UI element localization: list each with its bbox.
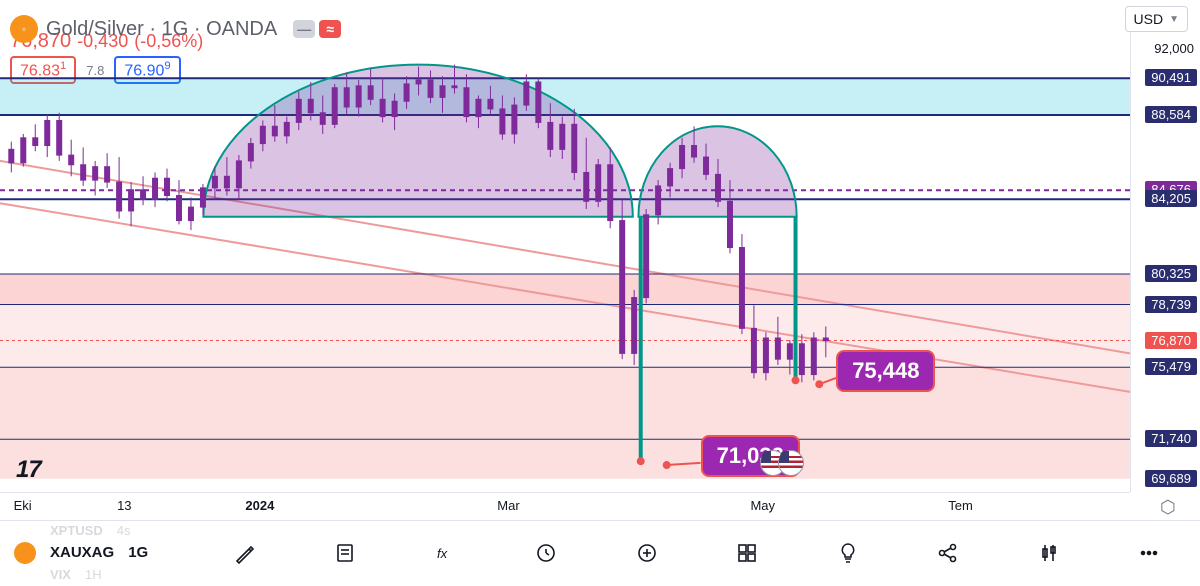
indicator-pills: — ≈ <box>293 20 341 38</box>
pill-hide-icon[interactable]: — <box>293 20 315 38</box>
fx-button[interactable]: fx <box>429 536 463 570</box>
chart-type-button[interactable] <box>1032 536 1066 570</box>
time-axis-label: Mar <box>497 498 519 513</box>
time-axis[interactable]: ⬡ Eki132024MarMayTem <box>0 492 1130 520</box>
price-axis-label: 84,205 <box>1145 190 1197 207</box>
price-axis-label: 71,740 <box>1145 430 1197 447</box>
more-button[interactable] <box>1132 536 1166 570</box>
watchlist-prev[interactable]: XPTUSD 4s <box>14 520 204 542</box>
price-axis-label: 88,584 <box>1145 106 1197 123</box>
currency-select[interactable]: USD ▼ <box>1125 6 1188 32</box>
watchlist-active-icon <box>14 542 36 564</box>
chevron-down-icon: ▼ <box>1169 14 1179 25</box>
time-axis-label: 13 <box>117 498 131 513</box>
price-axis-label: 78,739 <box>1145 296 1197 313</box>
watchlist[interactable]: XPTUSD 4s XAUXAG 1G VIX 1H <box>14 520 204 586</box>
price-axis-label: 80,325 <box>1145 265 1197 282</box>
price-callout[interactable]: 75,448 <box>836 350 935 392</box>
toolbar: fx <box>208 536 1186 570</box>
svg-text:fx: fx <box>437 546 448 561</box>
axis-settings-icon[interactable]: ⬡ <box>1160 497 1180 517</box>
alert-button[interactable] <box>529 536 563 570</box>
price-axis-label: 76,870 <box>1145 332 1197 349</box>
time-axis-label: Eki <box>14 498 32 513</box>
chart-header: ◦ Gold/Silver · 1G · OANDA — ≈ USD ▼ <box>0 0 1200 58</box>
price-axis-label: 69,689 <box>1145 470 1197 487</box>
watchlist-active[interactable]: XAUXAG 1G <box>14 542 204 564</box>
bottom-bar: XPTUSD 4s XAUXAG 1G VIX 1H fx <box>0 520 1200 584</box>
time-axis-label: 2024 <box>245 498 274 513</box>
watchlist-next[interactable]: VIX 1H <box>14 564 204 586</box>
add-button[interactable] <box>630 536 664 570</box>
event-flags[interactable] <box>768 450 804 476</box>
share-button[interactable] <box>931 536 965 570</box>
pill-approx-icon[interactable]: ≈ <box>319 20 341 38</box>
draw-tool-button[interactable] <box>228 536 262 570</box>
price-axis[interactable]: 92,00090,49188,58484,67684,20580,32578,7… <box>1130 30 1200 492</box>
price-axis-label: 90,491 <box>1145 69 1197 86</box>
symbol-title[interactable]: Gold/Silver · 1G · OANDA <box>46 18 277 41</box>
layout-button[interactable] <box>730 536 764 570</box>
price-axis-label: 75,479 <box>1145 358 1197 375</box>
notes-button[interactable] <box>328 536 362 570</box>
time-axis-label: Tem <box>948 498 973 513</box>
tradingview-logo: 17 <box>16 456 41 484</box>
time-axis-label: May <box>750 498 775 513</box>
chart-svg <box>0 30 1130 492</box>
symbol-icon[interactable]: ◦ <box>10 15 38 43</box>
idea-button[interactable] <box>831 536 865 570</box>
chart-area[interactable]: 71,03275,448 <box>0 30 1130 492</box>
